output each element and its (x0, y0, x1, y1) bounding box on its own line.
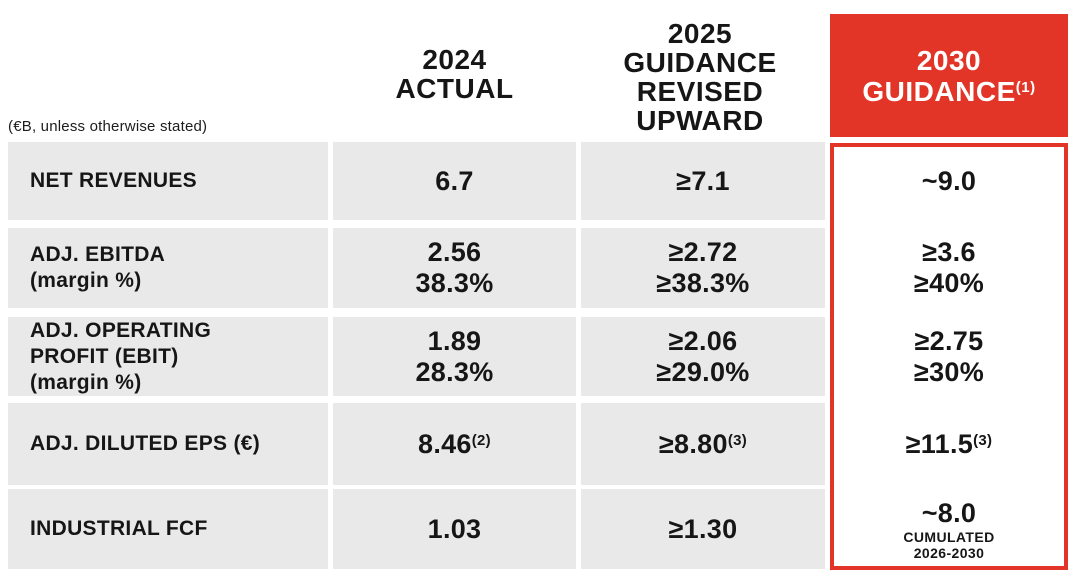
row-label-adj-operating-profit: ADJ. OPERATING PROFIT (EBIT) (margin %) (8, 317, 328, 396)
header-line: ACTUAL (395, 73, 514, 104)
value-text: 2.56 (427, 237, 482, 267)
cell-2025-adj-diluted-eps: ≥8.80(3) (581, 403, 825, 485)
value-text: 1.89 (427, 325, 482, 356)
row-label-text: INDUSTRIAL FCF (30, 517, 208, 540)
table-row: INDUSTRIAL FCF 1.03 ≥1.30 ~8.0 CUMULATED… (0, 489, 1080, 569)
row-label-adj-diluted-eps: ADJ. DILUTED EPS (€) (8, 403, 328, 485)
value-text: 8.46(2) (418, 429, 491, 460)
cell-2024-adj-diluted-eps: 8.46(2) (333, 403, 576, 485)
table-row: ADJ. DILUTED EPS (€) 8.46(2) ≥8.80(3) ≥1… (0, 403, 1080, 485)
cell-2030-adj-diluted-eps: ≥11.5(3) (834, 403, 1064, 485)
value-text: ≥38.3% (656, 268, 750, 298)
value-text: ≥11.5(3) (906, 429, 993, 460)
value-text: ≥7.1 (676, 165, 730, 196)
header-line: UPWARD (636, 105, 764, 136)
value-number: ≥11.5 (905, 428, 974, 459)
header-line: 2024 (422, 44, 487, 75)
value-text: 6.7 (435, 165, 474, 196)
header-line: GUIDANCE (623, 47, 777, 78)
header-line: 2025 (667, 18, 733, 49)
header-line: REVISED (636, 76, 764, 107)
cell-2025-industrial-fcf: ≥1.30 (581, 489, 825, 569)
row-label-text: (margin %) (30, 269, 142, 292)
footnote-marker: (3) (727, 431, 748, 449)
column-header-2024-actual: 2024 ACTUAL (333, 45, 576, 103)
header-line: GUIDANCE(1) (862, 76, 1035, 107)
value-subtext: CUMULATED (903, 528, 995, 545)
footnote-marker: (3) (973, 431, 993, 449)
cell-2030-net-revenues: ~9.0 (834, 142, 1064, 220)
cell-2030-industrial-fcf: ~8.0 CUMULATED 2026-2030 (834, 489, 1064, 569)
row-label-text: ADJ. EBITDA (30, 243, 166, 266)
highlight-2030-column-outline (830, 143, 1068, 570)
header-line: 2030 (916, 44, 982, 76)
row-label-industrial-fcf: INDUSTRIAL FCF (8, 489, 328, 569)
value-number: 8.46 (418, 428, 472, 459)
table-row: ADJ. OPERATING PROFIT (EBIT) (margin %) … (0, 317, 1080, 396)
value-text: ~9.0 (921, 165, 977, 196)
cell-2025-net-revenues: ≥7.1 (581, 142, 825, 220)
row-label-adj-ebitda: ADJ. EBITDA (margin %) (8, 228, 328, 308)
value-text: ~8.0 (921, 497, 977, 528)
value-subtext: 2026-2030 (913, 544, 985, 561)
cell-2030-adj-operating-profit: ≥2.75 ≥30% (834, 317, 1064, 396)
value-text: 38.3% (415, 268, 494, 298)
table-row: ADJ. EBITDA (margin %) 2.56 38.3% ≥2.72 … (0, 228, 1080, 308)
cell-2024-industrial-fcf: 1.03 (333, 489, 576, 569)
cell-2030-adj-ebitda: ≥3.6 ≥40% (834, 228, 1064, 308)
table-row: NET REVENUES 6.7 ≥7.1 ~9.0 (0, 142, 1080, 220)
row-label-text: PROFIT (EBIT) (30, 344, 179, 368)
value-text: ≥29.0% (656, 356, 750, 387)
row-label-text: ADJ. DILUTED EPS (€) (30, 432, 261, 455)
value-text: ≥30% (913, 356, 985, 387)
row-label-text: (margin %) (30, 370, 142, 394)
value-text: ≥3.6 (922, 237, 976, 267)
cell-2024-adj-ebitda: 2.56 38.3% (333, 228, 576, 308)
value-text: ≥40% (913, 268, 985, 298)
value-text: ≥8.80(3) (659, 429, 747, 460)
column-header-2025-guidance: 2025 GUIDANCE REVISED UPWARD (575, 19, 825, 135)
value-text: 28.3% (415, 356, 494, 387)
value-number: ≥8.80 (658, 428, 728, 459)
value-text: ≥1.30 (668, 513, 738, 544)
row-label-net-revenues: NET REVENUES (8, 142, 328, 220)
row-label-text: ADJ. OPERATING (30, 318, 212, 342)
footnote-marker: (2) (471, 431, 491, 449)
value-text: ≥2.06 (668, 325, 738, 356)
footnote-marker: (1) (1015, 78, 1036, 96)
cell-2024-net-revenues: 6.7 (333, 142, 576, 220)
unit-note: (€B, unless otherwise stated) (8, 118, 208, 135)
cell-2025-adj-ebitda: ≥2.72 ≥38.3% (581, 228, 825, 308)
cell-2025-adj-operating-profit: ≥2.06 ≥29.0% (581, 317, 825, 396)
column-header-2030-guidance: 2030 GUIDANCE(1) (830, 14, 1068, 137)
row-label-text: NET REVENUES (30, 169, 197, 192)
header-text: GUIDANCE (862, 75, 1016, 107)
value-text: ≥2.72 (668, 237, 738, 267)
value-text: ≥2.75 (914, 325, 984, 356)
cell-2024-adj-operating-profit: 1.89 28.3% (333, 317, 576, 396)
value-text: 1.03 (427, 513, 482, 544)
